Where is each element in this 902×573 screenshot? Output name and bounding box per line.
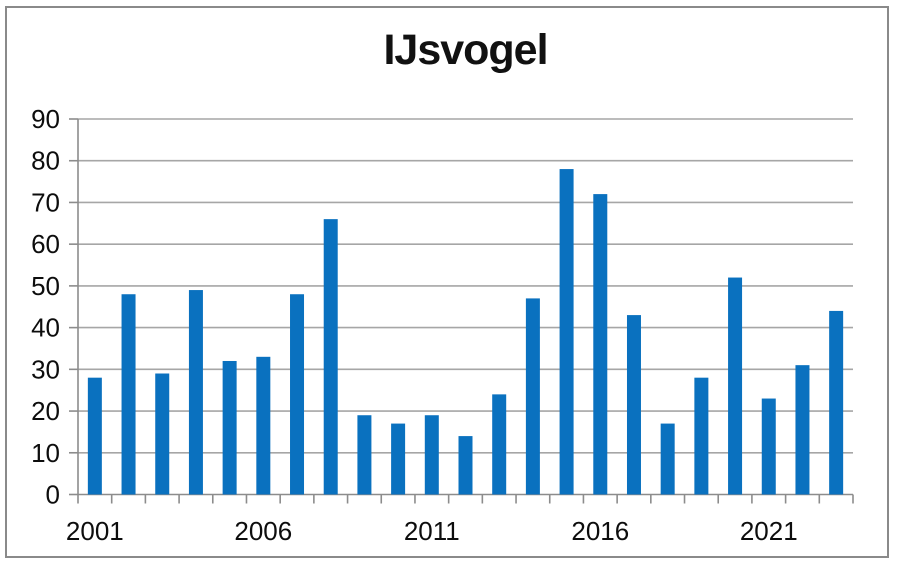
bar-2017 xyxy=(626,315,641,495)
y-tick-label-50: 50 xyxy=(31,271,60,301)
bar-2012 xyxy=(458,436,473,495)
y-tick-label-30: 30 xyxy=(31,354,60,384)
y-tick-label-80: 80 xyxy=(31,146,60,176)
x-tick-label-2016: 2016 xyxy=(571,516,629,546)
bar-2002 xyxy=(121,294,136,495)
y-tick-label-40: 40 xyxy=(31,313,60,343)
x-tick-label-2006: 2006 xyxy=(234,516,292,546)
bar-2014 xyxy=(525,298,540,495)
bar-2020 xyxy=(728,277,743,495)
y-tick-label-90: 90 xyxy=(31,104,60,134)
bar-2022 xyxy=(795,365,810,495)
bar-2001 xyxy=(87,377,102,495)
bar-2018 xyxy=(660,423,675,495)
bar-2011 xyxy=(424,415,439,495)
x-tick-label-2001: 2001 xyxy=(66,516,124,546)
bar-2010 xyxy=(391,423,406,495)
y-tick-label-0: 0 xyxy=(46,480,60,510)
y-tick-label-10: 10 xyxy=(31,438,60,468)
bar-2016 xyxy=(593,194,608,495)
bar-2015 xyxy=(559,169,574,495)
x-tick-label-2021: 2021 xyxy=(740,516,798,546)
y-tick-label-70: 70 xyxy=(31,187,60,217)
bar-2013 xyxy=(492,394,507,495)
bar-2023 xyxy=(829,310,844,495)
chart-title: IJsvogel xyxy=(383,26,548,74)
bar-2021 xyxy=(761,398,776,495)
x-tick-label-2011: 2011 xyxy=(404,516,460,546)
y-tick-label-60: 60 xyxy=(31,229,60,259)
bar-2009 xyxy=(357,415,372,495)
bar-2004 xyxy=(188,290,203,495)
y-tick-label-20: 20 xyxy=(31,396,60,426)
bar-2006 xyxy=(256,356,271,495)
bar-2003 xyxy=(155,373,170,495)
bar-2005 xyxy=(222,360,237,495)
bar-2007 xyxy=(290,294,305,495)
bar-2008 xyxy=(323,219,338,495)
bar-2019 xyxy=(694,377,709,495)
